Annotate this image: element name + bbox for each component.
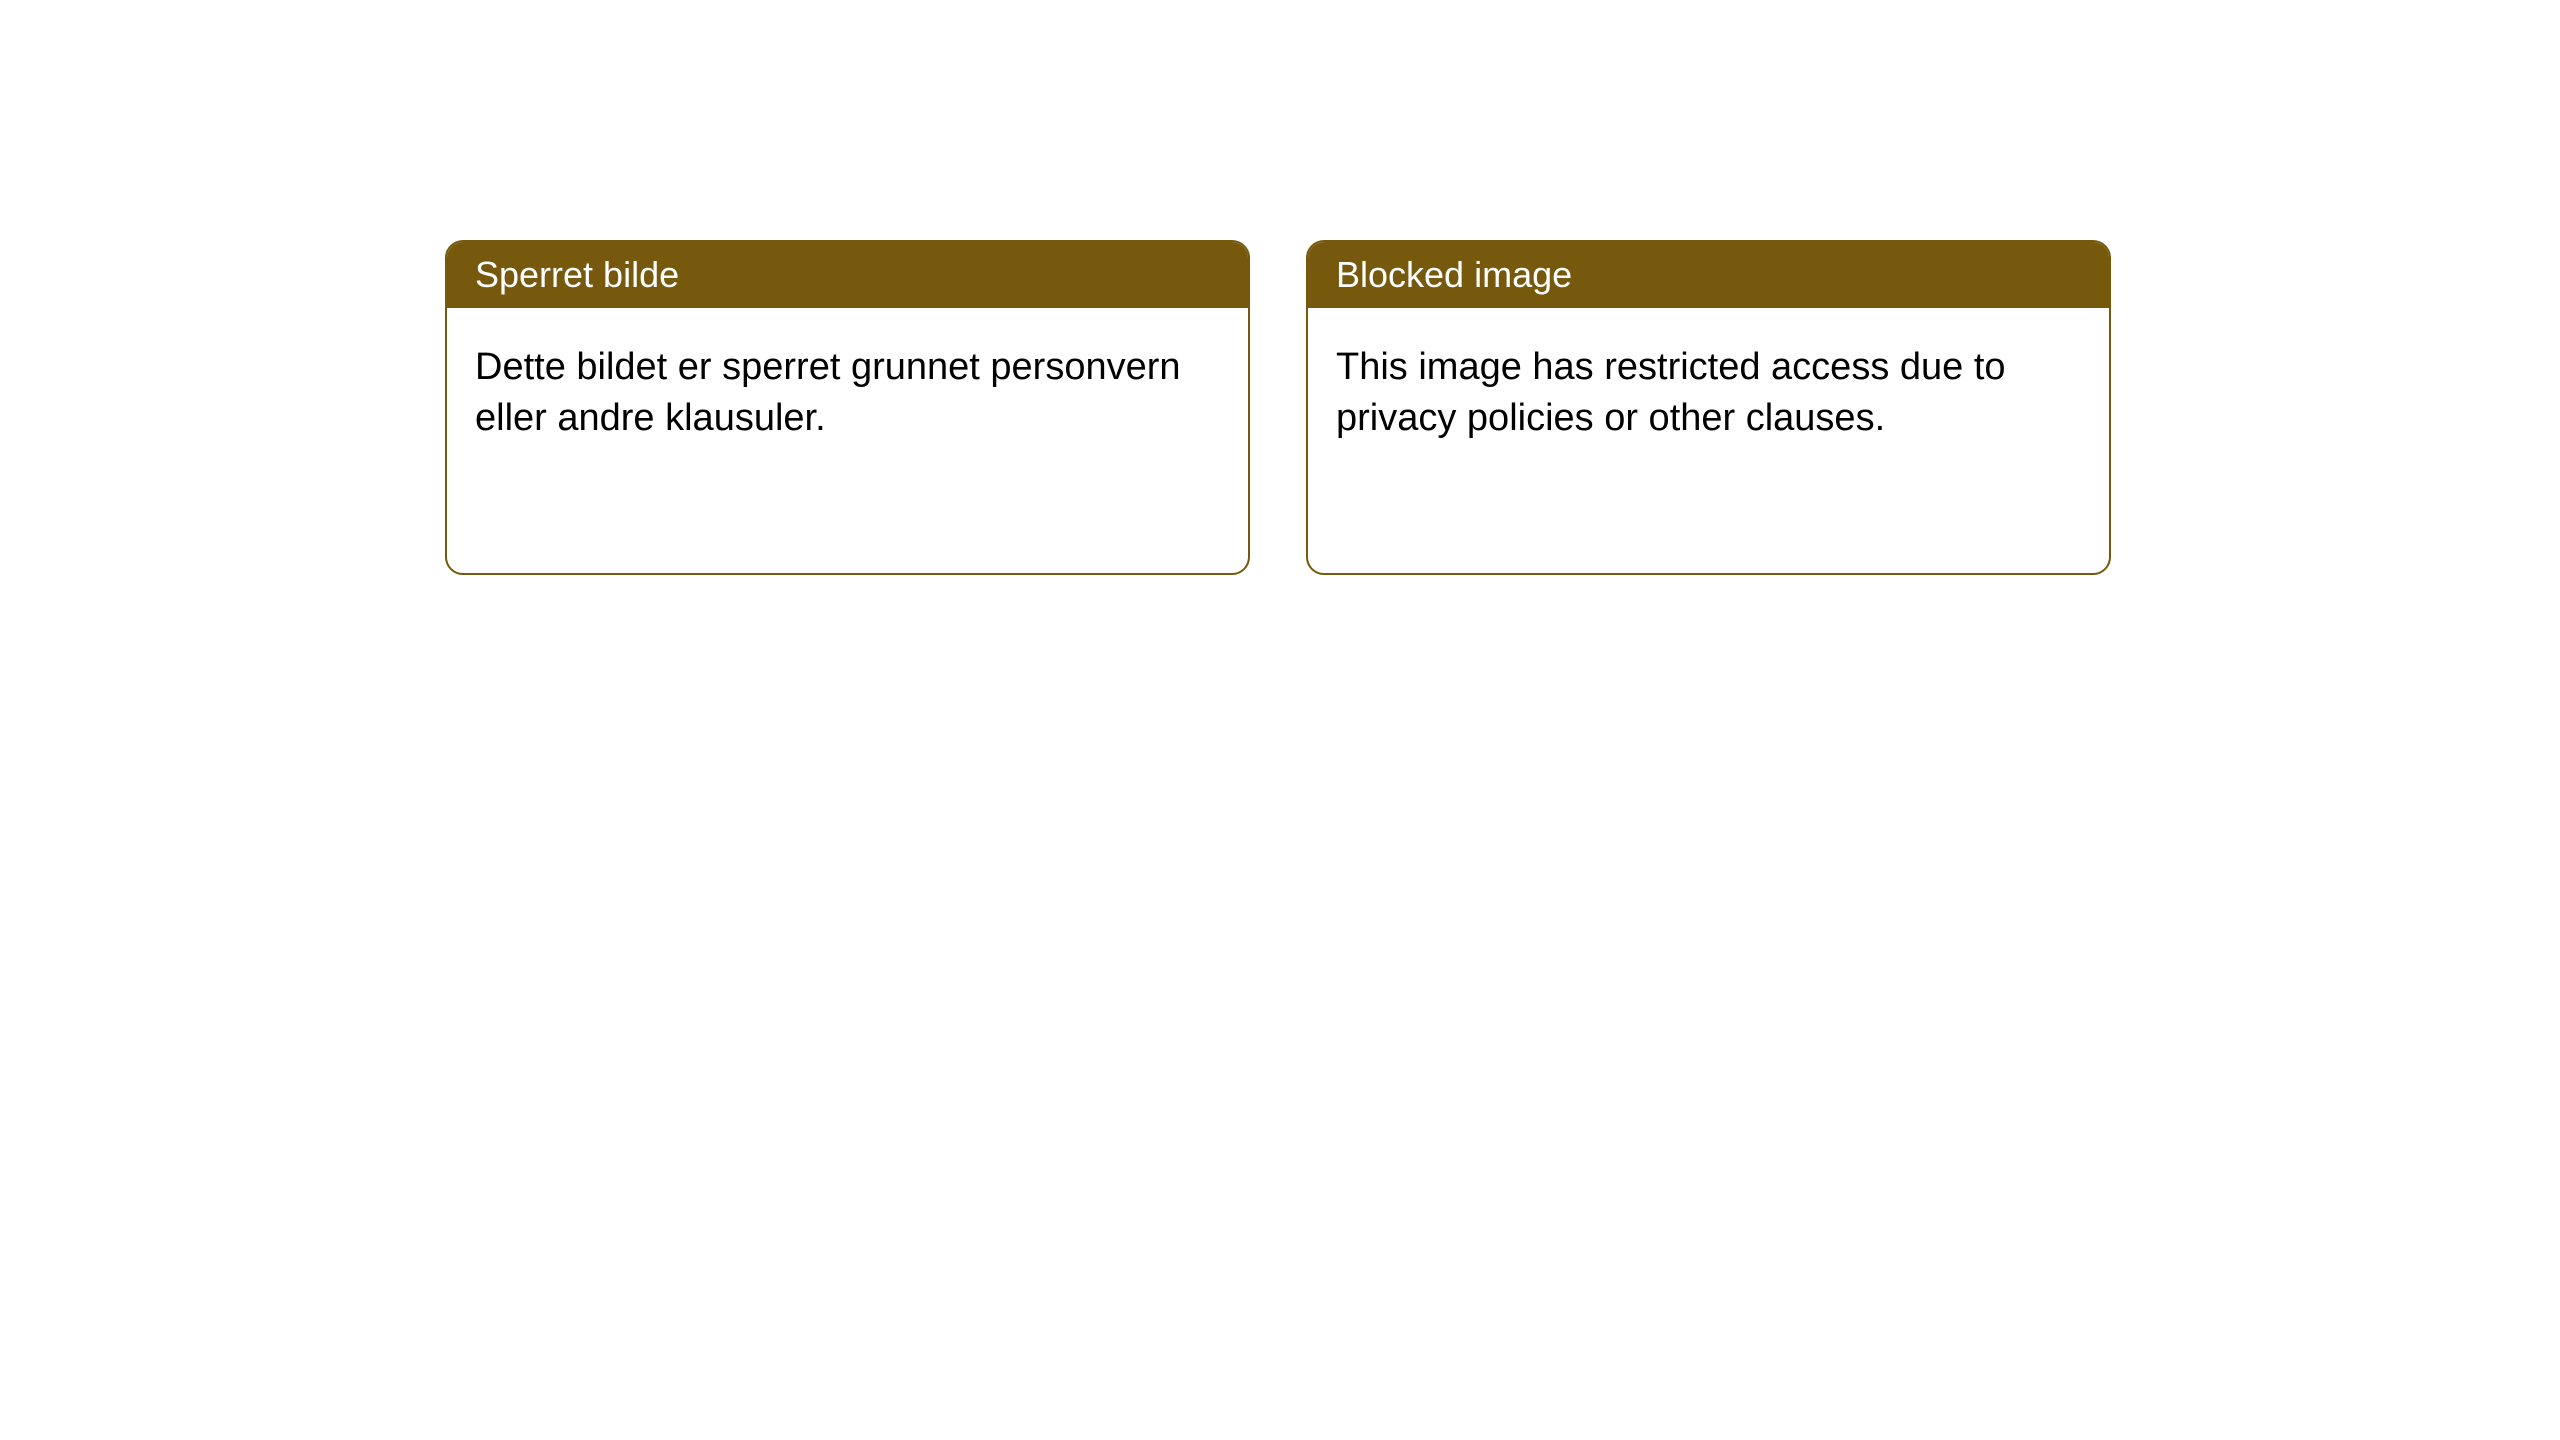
notice-header: Blocked image — [1308, 242, 2109, 308]
notice-title: Sperret bilde — [475, 254, 679, 295]
notice-title: Blocked image — [1336, 254, 1572, 295]
notice-card-blocked-image: Blocked image This image has restricted … — [1306, 240, 2111, 575]
notice-header: Sperret bilde — [447, 242, 1248, 308]
notice-body: Dette bildet er sperret grunnet personve… — [447, 308, 1248, 573]
notice-card-sperret-bilde: Sperret bilde Dette bildet er sperret gr… — [445, 240, 1250, 575]
notice-body: This image has restricted access due to … — [1308, 308, 2109, 573]
notice-container: Sperret bilde Dette bildet er sperret gr… — [445, 240, 2111, 575]
notice-body-text: This image has restricted access due to … — [1336, 346, 2006, 439]
notice-body-text: Dette bildet er sperret grunnet personve… — [475, 346, 1181, 439]
